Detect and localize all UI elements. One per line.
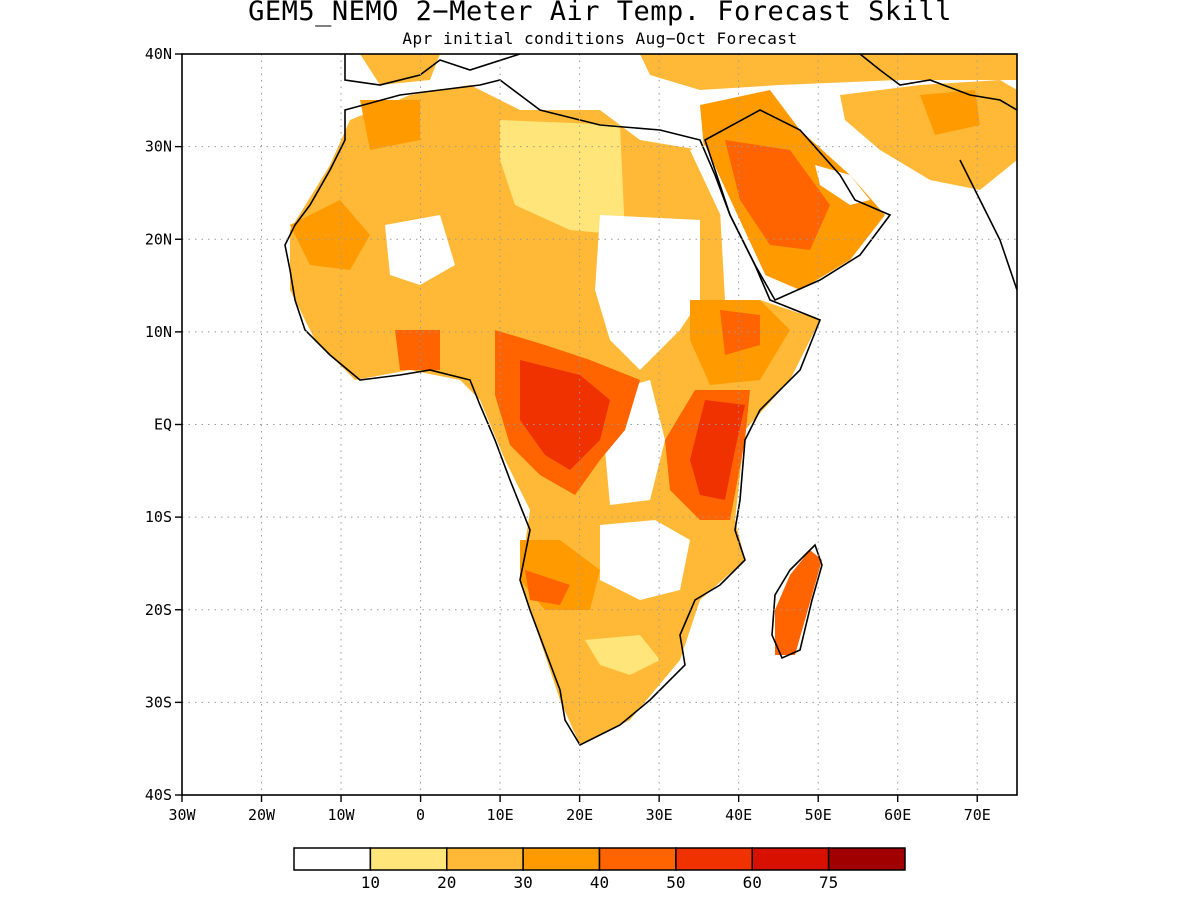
lon-tick-label: 20W: [248, 806, 276, 824]
colorbar-label: 20: [437, 873, 456, 892]
colorbar-label: 50: [666, 873, 685, 892]
lat-tick-label: 40N: [145, 45, 172, 63]
arabia-core: [725, 140, 830, 250]
colorbar-label: 60: [743, 873, 762, 892]
lon-tick-label: 40E: [725, 806, 752, 824]
colorbar-swatch: [751, 847, 830, 871]
colorbar-swatch: [827, 847, 906, 871]
lat-tick-label: 10S: [145, 508, 172, 526]
map-title: GEM5_NEMO 2−Meter Air Temp. Forecast Ski…: [248, 0, 952, 27]
ethiopia-core: [720, 310, 760, 355]
colorbar-swatch: [446, 847, 524, 871]
colorbar-label: 75: [819, 873, 838, 892]
lat-tick-label: 30S: [145, 693, 172, 711]
colorbar-swatch: [293, 847, 372, 871]
lon-tick-label: 20E: [566, 806, 593, 824]
madagascar-skill: [775, 550, 822, 655]
grid-lines: [182, 54, 1017, 795]
southeast-no-skill: [600, 520, 690, 600]
iberia-skill: [360, 54, 440, 85]
central-africa-core: [520, 360, 610, 470]
med-north-skill: [640, 54, 1017, 90]
lon-tick-label: 10W: [328, 806, 356, 824]
colorbar: [293, 847, 906, 871]
asia-coastline: [859, 54, 1017, 111]
lat-tick-label: 10N: [145, 323, 172, 341]
africa-coastline: [284, 79, 822, 747]
lat-tick-label: 20S: [145, 601, 172, 619]
lat-tick-label: 30N: [145, 138, 172, 156]
mauritania-core: [290, 200, 370, 270]
lon-tick-label: 30W: [168, 806, 196, 824]
gulf-guinea-core: [395, 330, 440, 370]
iran-core: [920, 90, 980, 135]
algeria-north-core: [360, 100, 420, 150]
axis-ticks: [175, 53, 978, 802]
colorbar-swatch: [369, 847, 448, 871]
lon-tick-label: 0: [416, 806, 425, 824]
lat-tick-label: 20N: [145, 230, 172, 248]
kenya-tanzania-core: [690, 400, 745, 500]
colorbar-label: 10: [361, 873, 380, 892]
colorbar-labels: 10 20 30 40 50 60 75: [361, 873, 839, 892]
madagascar-coastline: [771, 543, 823, 660]
colorbar-label: 30: [513, 873, 532, 892]
lat-tick-label: 40S: [145, 786, 172, 804]
lon-tick-label: 60E: [884, 806, 911, 824]
angola-core: [525, 570, 570, 605]
lon-tick-label: 10E: [487, 806, 514, 824]
lon-tick-label: 50E: [805, 806, 832, 824]
colorbar-swatch: [522, 847, 601, 871]
sudan-no-skill: [595, 215, 700, 370]
lat-tick-label: EQ: [154, 416, 172, 434]
red-sea: [690, 145, 770, 295]
sahara-low-skill: [500, 120, 625, 235]
coastlines: [284, 54, 1017, 747]
map-subtitle: Apr initial conditions Aug−Oct Forecast: [402, 29, 798, 48]
persian-gulf: [815, 165, 870, 205]
skill-field: [290, 54, 1017, 745]
europe-coastline: [344, 54, 521, 86]
south-africa-light: [585, 635, 660, 675]
sahel-no-skill: [385, 215, 455, 285]
lon-tick-label: 30E: [646, 806, 673, 824]
axis-labels: 30W 20W 10W 0 10E 20E 30E 40E 50E 60E 70E 40N 30N 20N…: [145, 45, 991, 824]
lon-tick-label: 70E: [964, 806, 991, 824]
arabia-coastline: [704, 109, 892, 302]
india-coastline: [959, 159, 1017, 291]
colorbar-swatch: [675, 847, 753, 871]
colorbar-swatch: [598, 847, 677, 871]
colorbar-label: 40: [590, 873, 609, 892]
